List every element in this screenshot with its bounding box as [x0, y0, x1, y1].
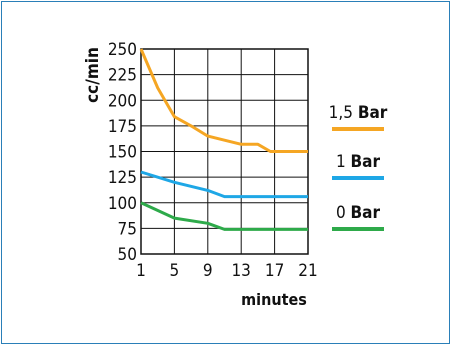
- legend-label-1: 1 Bar: [336, 152, 381, 172]
- y-tick-label: 75: [118, 219, 137, 239]
- x-tick-labels: 1 5 9 13 17 21: [136, 261, 318, 281]
- x-tick-label: 5: [170, 261, 180, 281]
- y-tick-label: 150: [108, 143, 137, 163]
- y-tick-label: 250: [108, 40, 137, 60]
- x-tick-label: 1: [136, 261, 146, 281]
- y-tick-labels: 50 75 100 125 150 175 200 225 250: [108, 40, 137, 265]
- grid: [140, 48, 309, 255]
- x-tick-label: 21: [298, 261, 317, 281]
- x-tick-label: 9: [203, 261, 213, 281]
- legend: 1,5 Bar 1 Bar 0 Bar: [329, 103, 388, 231]
- y-tick-label: 200: [108, 91, 137, 111]
- y-tick-label: 125: [108, 168, 137, 188]
- y-tick-label: 50: [118, 245, 137, 265]
- legend-label-0: 1,5 Bar: [329, 103, 388, 123]
- y-tick-label: 225: [108, 66, 137, 86]
- x-tick-label: 13: [231, 261, 250, 281]
- chart-frame: [1, 1, 450, 344]
- y-tick-label: 175: [108, 117, 137, 137]
- series-line-0: [139, 48, 308, 153]
- y-tick-label: 100: [108, 194, 137, 214]
- x-axis-label: minutes: [241, 290, 307, 309]
- x-tick-label: 17: [265, 261, 284, 281]
- series-line-2: [140, 201, 308, 231]
- series-lines: [139, 48, 308, 231]
- legend-label-2: 0 Bar: [336, 203, 381, 223]
- y-axis-label: cc/min: [83, 47, 103, 103]
- series-line-1: [140, 170, 308, 199]
